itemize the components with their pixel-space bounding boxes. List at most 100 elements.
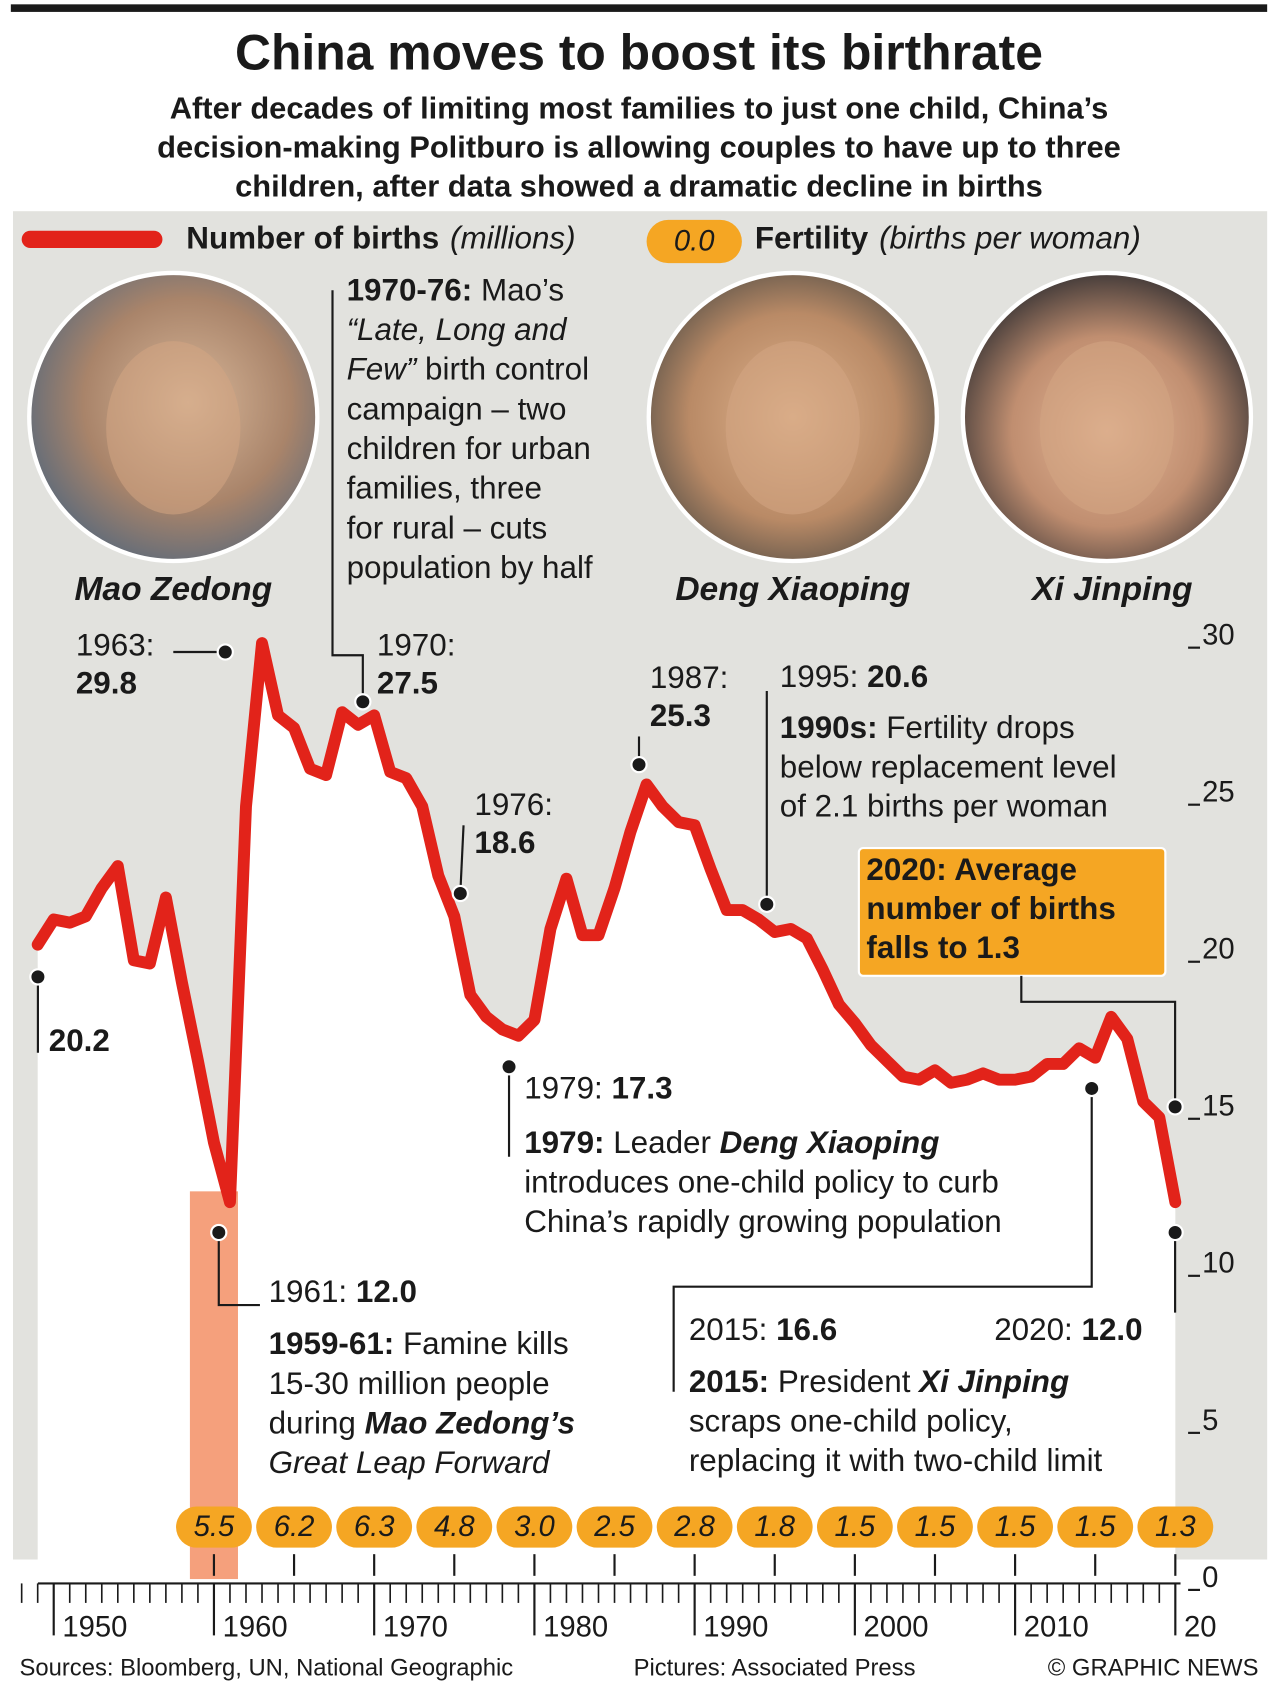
fertility-label: 1.8 bbox=[754, 1511, 795, 1543]
portrait-name: Mao Zedong bbox=[74, 571, 272, 608]
annotation-line: falls to 1.3 bbox=[866, 930, 1020, 965]
subtitle: children, after data showed a dramatic d… bbox=[235, 169, 1043, 204]
fertility-label: 6.3 bbox=[354, 1511, 395, 1543]
annotation-text: Few” bbox=[347, 352, 418, 387]
annotation-line: 1979: 17.3 bbox=[524, 1071, 672, 1106]
annotation-line: 1990s: Fertility drops bbox=[780, 710, 1075, 745]
legend-unit: (births per woman) bbox=[879, 221, 1141, 256]
fertility-pill bbox=[176, 1506, 252, 1548]
annotation-text: families, three bbox=[347, 471, 542, 506]
x-tick-label: 1970 bbox=[383, 1612, 448, 1644]
fertility-label: 2.5 bbox=[593, 1511, 635, 1543]
annotation-line: “Late, Long and bbox=[347, 312, 568, 347]
legend-name: Fertility bbox=[755, 221, 869, 256]
annotation-text: 16.6 bbox=[776, 1312, 837, 1347]
fertility-label: 6.2 bbox=[274, 1511, 315, 1543]
annotation-line: 18.6 bbox=[474, 825, 535, 860]
portrait-face bbox=[1039, 341, 1175, 515]
annotation-text: during bbox=[269, 1406, 365, 1441]
annotation-text: falls to 1.3 bbox=[866, 930, 1020, 965]
y-tick-label: 15 bbox=[1202, 1091, 1235, 1123]
fertility-pill bbox=[416, 1506, 493, 1548]
annotation-text: 2015: bbox=[689, 1364, 769, 1399]
annotation-text: 2020: Average bbox=[866, 852, 1077, 887]
legend-line bbox=[21, 230, 163, 249]
annotation-text: Mao’s bbox=[472, 273, 564, 308]
callout-dot bbox=[758, 895, 776, 914]
annotation-line: introduces one-child policy to curb bbox=[524, 1165, 999, 1200]
annotation-text: introduces one-child policy to curb bbox=[524, 1165, 999, 1200]
fertility-label: 3.0 bbox=[514, 1511, 555, 1543]
annotation-line: 2020: Average bbox=[866, 852, 1077, 887]
annotation-line: 1970: bbox=[377, 628, 456, 663]
portrait-face bbox=[725, 341, 860, 515]
annotation-text: replacing it with two-child limit bbox=[689, 1443, 1103, 1478]
annotation-text: 1959-61: bbox=[269, 1327, 395, 1362]
annotation-line: families, three bbox=[347, 471, 542, 506]
fertility-pill bbox=[816, 1506, 893, 1548]
annotation-text: “Late, Long and bbox=[347, 312, 568, 347]
annotation-line: number of births bbox=[866, 891, 1115, 926]
annotation-text: 18.6 bbox=[474, 825, 535, 860]
annotation-line: for rural – cuts bbox=[347, 511, 548, 546]
y-tick-label: 0 bbox=[1202, 1562, 1218, 1594]
annotation-line: 1959-61: Famine kills bbox=[269, 1327, 569, 1362]
chart-title: China moves to boost its birthrate bbox=[235, 24, 1043, 80]
annotation-text: 15-30 million people bbox=[269, 1366, 550, 1401]
annotation-text: 20.6 bbox=[867, 659, 928, 694]
callout-dot bbox=[354, 693, 372, 711]
annotation-text: 1961: bbox=[269, 1275, 356, 1310]
leader-line bbox=[331, 290, 364, 702]
y-tick-label: 5 bbox=[1202, 1405, 1218, 1437]
fertility-label: 1.3 bbox=[1155, 1511, 1196, 1543]
fertility-label: 4.8 bbox=[434, 1511, 475, 1543]
fertility-pill bbox=[1057, 1506, 1134, 1548]
annotation-text: 1970: bbox=[377, 628, 456, 663]
annotation-text: 1987: bbox=[650, 660, 729, 695]
annotation-text: 1979: bbox=[524, 1125, 604, 1160]
y-tick-label: 20 bbox=[1202, 934, 1235, 966]
annotation-line: scraps one-child policy, bbox=[689, 1404, 1013, 1439]
annotation-text: below replacement level bbox=[780, 750, 1117, 785]
annotation-text: children for urban bbox=[347, 431, 591, 466]
fertility-pill bbox=[897, 1506, 973, 1548]
top-rule bbox=[10, 4, 1268, 12]
annotation-text: President bbox=[769, 1364, 919, 1399]
annotation-line: 1970-76: Mao’s bbox=[347, 273, 565, 308]
annotation-line: during Mao Zedong’s bbox=[269, 1406, 575, 1441]
callout-dot bbox=[1166, 1098, 1184, 1116]
x-tick-label: 1950 bbox=[62, 1612, 127, 1644]
source: © GRAPHIC NEWS bbox=[1048, 1654, 1259, 1681]
y-tick-label: 30 bbox=[1202, 620, 1235, 652]
annotation-text: for rural – cuts bbox=[347, 511, 548, 546]
annotation-text: 29.8 bbox=[76, 666, 137, 701]
callout-dot bbox=[500, 1058, 518, 1076]
source: Pictures: Associated Press bbox=[634, 1654, 916, 1681]
callout-dot bbox=[630, 755, 648, 774]
y-tick-label: 25 bbox=[1202, 777, 1235, 809]
births-area bbox=[37, 643, 1176, 1560]
x-tick-label: 20 bbox=[1184, 1612, 1217, 1644]
leader-line bbox=[217, 1232, 260, 1307]
annotation-text: Leader bbox=[604, 1125, 719, 1160]
annotation-line: children for urban bbox=[347, 431, 591, 466]
annotation-line: 20.2 bbox=[49, 1023, 110, 1058]
births-line bbox=[31, 637, 1182, 1209]
annotation-line: 1995: 20.6 bbox=[780, 659, 928, 694]
annotation-line: 2015: President Xi Jinping bbox=[689, 1364, 1069, 1399]
annotation-text: scraps one-child policy, bbox=[689, 1404, 1013, 1439]
annotation-text: 17.3 bbox=[611, 1071, 672, 1106]
highlight-box bbox=[857, 846, 1167, 977]
annotation-text: 2015: bbox=[689, 1312, 776, 1347]
annotation-line: Great Leap Forward bbox=[269, 1445, 551, 1480]
fertility-pill bbox=[576, 1506, 653, 1548]
annotation-line: 1963: bbox=[76, 628, 155, 663]
x-tick-label: 1980 bbox=[543, 1612, 608, 1644]
legend-pill-label: 0.0 bbox=[674, 225, 715, 257]
callout-dot bbox=[29, 968, 47, 986]
leader-line bbox=[672, 1088, 1093, 1392]
fertility-pill bbox=[496, 1506, 573, 1548]
legend-name: Number of births bbox=[186, 221, 439, 256]
leader-line bbox=[459, 825, 465, 894]
